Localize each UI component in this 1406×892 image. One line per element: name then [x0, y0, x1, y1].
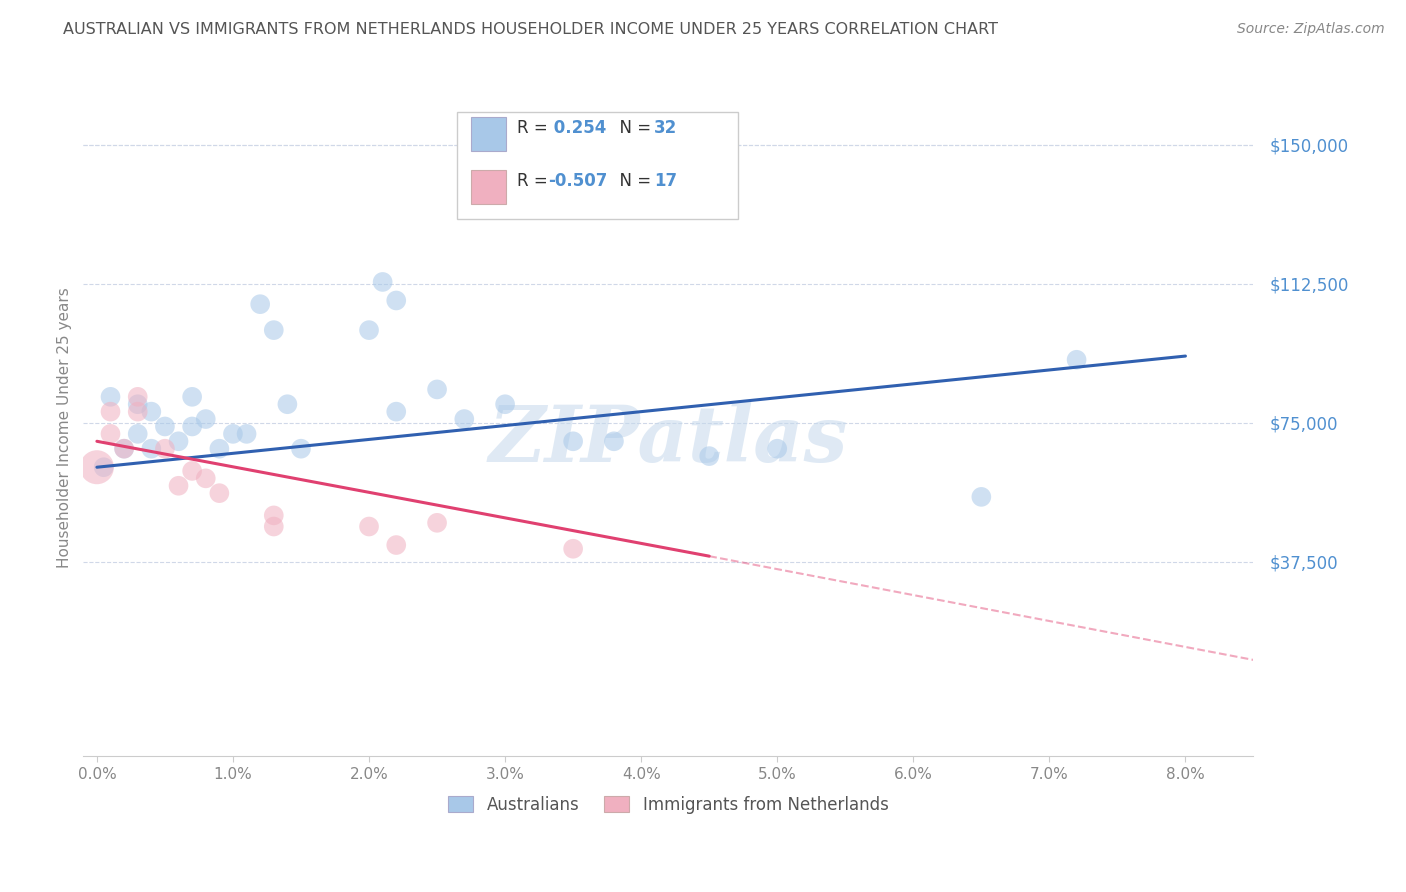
- Point: [100, 404, 122, 418]
- Point: [222, 426, 245, 441]
- Point: [357, 323, 380, 337]
- Point: [153, 419, 176, 434]
- Point: [697, 449, 720, 463]
- Text: 17: 17: [654, 172, 676, 190]
- Point: [766, 442, 789, 456]
- Y-axis label: Householder Income Under 25 years: Householder Income Under 25 years: [58, 287, 72, 568]
- Point: [112, 442, 135, 456]
- Text: R =: R =: [517, 119, 554, 136]
- Point: [194, 471, 217, 485]
- Point: [371, 275, 394, 289]
- Text: N =: N =: [609, 119, 657, 136]
- Point: [263, 508, 285, 523]
- Point: [208, 442, 231, 456]
- Point: [167, 434, 190, 449]
- Text: 0.254: 0.254: [548, 119, 607, 136]
- Point: [290, 442, 312, 456]
- Point: [112, 442, 135, 456]
- Text: ZIPatlas: ZIPatlas: [489, 402, 848, 479]
- Text: AUSTRALIAN VS IMMIGRANTS FROM NETHERLANDS HOUSEHOLDER INCOME UNDER 25 YEARS CORR: AUSTRALIAN VS IMMIGRANTS FROM NETHERLAND…: [63, 22, 998, 37]
- Point: [141, 442, 163, 456]
- Point: [249, 297, 271, 311]
- Point: [127, 397, 149, 411]
- Text: R =: R =: [517, 172, 554, 190]
- Point: [100, 390, 122, 404]
- Point: [100, 426, 122, 441]
- Point: [603, 434, 626, 449]
- Point: [181, 464, 204, 478]
- Text: N =: N =: [609, 172, 657, 190]
- Point: [235, 426, 257, 441]
- Text: Source: ZipAtlas.com: Source: ZipAtlas.com: [1237, 22, 1385, 37]
- Point: [562, 434, 585, 449]
- Point: [1066, 352, 1088, 367]
- Point: [276, 397, 298, 411]
- Point: [494, 397, 516, 411]
- Point: [86, 460, 108, 475]
- Point: [181, 419, 204, 434]
- Point: [181, 390, 204, 404]
- Point: [970, 490, 993, 504]
- Point: [426, 516, 449, 530]
- Point: [263, 323, 285, 337]
- Point: [93, 460, 115, 475]
- Text: 32: 32: [654, 119, 678, 136]
- Point: [453, 412, 475, 426]
- Point: [263, 519, 285, 533]
- Legend: Australians, Immigrants from Netherlands: Australians, Immigrants from Netherlands: [441, 789, 896, 821]
- Point: [385, 538, 408, 552]
- Point: [167, 479, 190, 493]
- Point: [562, 541, 585, 556]
- Point: [385, 293, 408, 308]
- Point: [141, 404, 163, 418]
- Point: [426, 383, 449, 397]
- Point: [208, 486, 231, 500]
- Point: [127, 404, 149, 418]
- Point: [127, 390, 149, 404]
- Point: [357, 519, 380, 533]
- Point: [385, 404, 408, 418]
- Point: [194, 412, 217, 426]
- Point: [127, 426, 149, 441]
- Text: -0.507: -0.507: [548, 172, 607, 190]
- Point: [153, 442, 176, 456]
